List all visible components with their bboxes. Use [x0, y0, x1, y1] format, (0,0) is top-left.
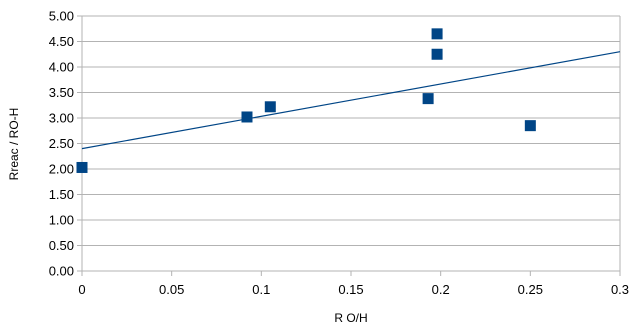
y-axis-title: Rreac / RO-H	[7, 108, 21, 181]
y-tick-label: 3.50	[49, 85, 74, 100]
y-tick-label: 2.50	[49, 136, 74, 151]
y-tick-label: 1.50	[49, 187, 74, 202]
y-tick-label: 0.00	[49, 264, 74, 279]
x-tick-label: 0.05	[159, 282, 184, 297]
y-tick-label: 3.00	[49, 111, 74, 126]
y-tick-label: 1.00	[49, 213, 74, 228]
data-point	[241, 111, 253, 123]
x-tick-label: 0	[78, 282, 85, 297]
x-tick-label: 0.2	[432, 282, 450, 297]
axes	[77, 15, 621, 276]
y-tick-label: 5.00	[49, 9, 74, 24]
trendline	[81, 51, 621, 150]
data-points	[76, 28, 536, 173]
grid-lines	[82, 15, 620, 272]
data-point	[76, 161, 88, 173]
tick-labels: 0.00 0.50 1.00 1.50 2.00 2.50 3.00 3.50 4.00 4.50…	[49, 9, 629, 298]
x-tick-label: 0.1	[252, 282, 270, 297]
trendline-layer	[81, 51, 621, 150]
y-tick-label: 4.00	[49, 60, 74, 75]
data-point	[431, 28, 443, 40]
data-point	[264, 101, 276, 113]
data-point	[524, 120, 536, 132]
y-tick-label: 0.50	[49, 238, 74, 253]
data-point	[431, 48, 443, 60]
y-tick-label: 2.00	[49, 162, 74, 177]
data-point	[422, 93, 434, 105]
x-tick-label: 0.15	[338, 282, 363, 297]
x-tick-label: 0.3	[611, 282, 629, 297]
y-tick-label: 4.50	[49, 34, 74, 49]
x-axis-title: R O/H	[334, 311, 367, 325]
x-tick-label: 0.25	[518, 282, 543, 297]
